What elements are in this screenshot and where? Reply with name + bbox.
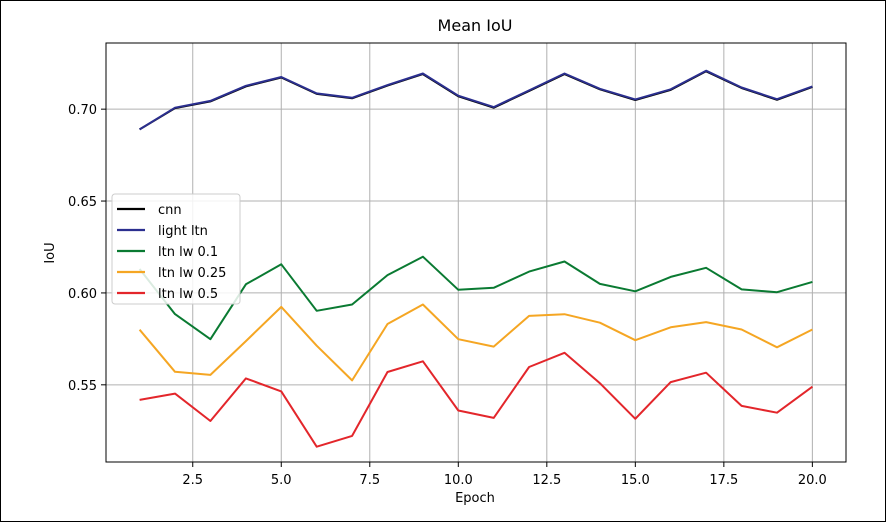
y-tick-label: 0.65 bbox=[68, 195, 97, 210]
x-tick-label: 15.0 bbox=[621, 473, 650, 488]
y-axis-ticks: 0.55 0.60 0.65 0.70 bbox=[68, 103, 106, 394]
x-tick-label: 5.0 bbox=[271, 473, 292, 488]
y-tick-label: 0.70 bbox=[68, 103, 97, 118]
legend: cnn light ltn ltn lw 0.1 ltn lw 0.25 ltn lw … bbox=[111, 193, 241, 305]
x-axis-label: Epoch bbox=[455, 491, 495, 506]
legend-label-cnn: cnn bbox=[158, 203, 182, 218]
plot-area-border bbox=[105, 42, 847, 463]
x-tick-label: 7.5 bbox=[359, 473, 380, 488]
legend-label-ltn-lw-0-5: ltn lw 0.5 bbox=[158, 287, 218, 302]
legend-label-ltn-lw-0-1: ltn lw 0.1 bbox=[158, 245, 218, 260]
y-tick-label: 0.60 bbox=[68, 287, 97, 302]
x-tick-label: 12.5 bbox=[532, 473, 561, 488]
x-tick-label: 10.0 bbox=[444, 473, 473, 488]
legend-box bbox=[111, 193, 241, 305]
x-tick-label: 20.0 bbox=[798, 473, 827, 488]
y-tick-label: 0.55 bbox=[68, 379, 97, 394]
chart-title: Mean IoU bbox=[438, 16, 513, 35]
x-tick-label: 17.5 bbox=[709, 473, 738, 488]
series-line-ltn-lw-0-1 bbox=[138, 255, 813, 341]
legend-label-ltn-lw-0-25: ltn lw 0.25 bbox=[158, 266, 226, 281]
y-axis-label: IoU bbox=[43, 242, 58, 263]
series-line-ltn-lw-0-5 bbox=[139, 351, 813, 448]
x-axis-ticks: 2.5 5.0 7.5 10.0 12.5 15.0 17.5 20.0 bbox=[182, 462, 827, 488]
series-layer bbox=[138, 69, 813, 448]
series-line-ltn-lw-0-25 bbox=[138, 303, 813, 382]
legend-label-light-ltn: light ltn bbox=[158, 224, 208, 239]
series-line-light-ltn bbox=[139, 69, 813, 131]
x-tick-label: 2.5 bbox=[182, 473, 203, 488]
